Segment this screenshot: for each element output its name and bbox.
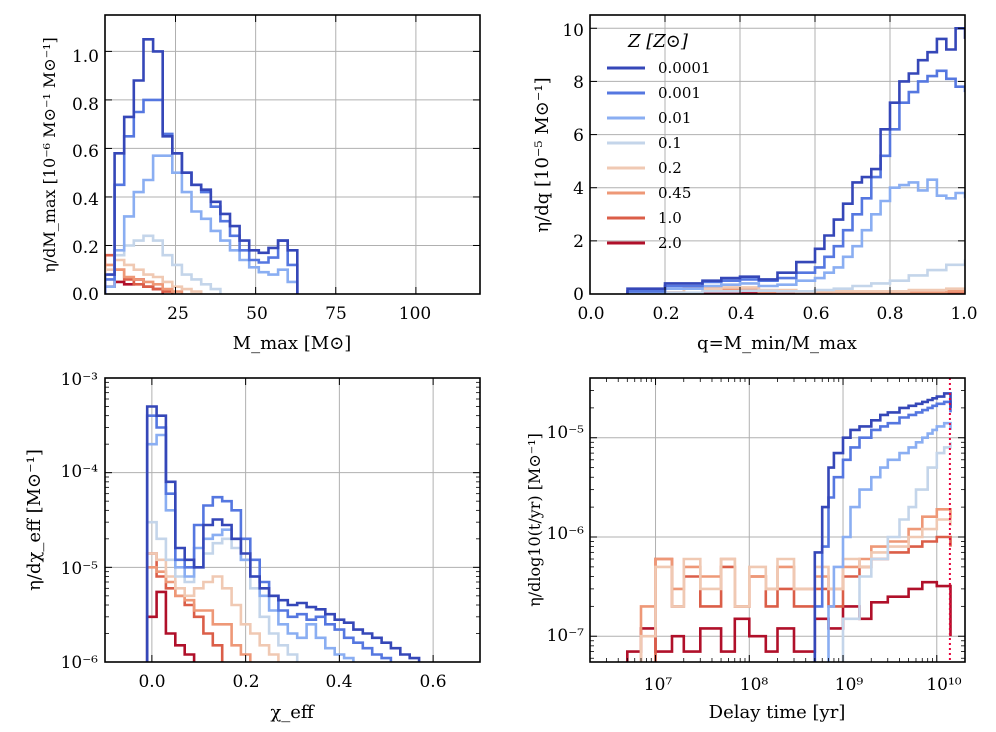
panel-mmax-ytick: 0.6 — [72, 142, 99, 162]
panel-mmax-ytick: 0.8 — [72, 95, 99, 115]
panel-delay-series — [626, 378, 952, 662]
legend-label-1.0: 1.0 — [658, 209, 682, 227]
legend-items: 0.0001 0.001 0.01 0.1 0.2 0.45 1.0 2.0 — [607, 59, 711, 252]
panel-q-series-0.001 — [626, 69, 965, 294]
panel-mmax-series-0.01 — [105, 154, 299, 294]
panel-mmax-xtick: 25 — [167, 304, 189, 324]
panel-mmax-frame — [104, 14, 481, 295]
panel-mmax-ytick: 0.0 — [72, 285, 99, 305]
legend-label-0.1: 0.1 — [658, 134, 682, 152]
panel-delay-ytick: 10⁻⁵ — [547, 423, 585, 443]
panel-chi-ytick: 10⁻⁴ — [61, 462, 99, 482]
panel-delay-series-1.0 — [654, 535, 952, 662]
panel-q-grid — [589, 15, 966, 295]
panel-delay-xtick: 10⁷ — [644, 675, 673, 695]
legend: Z [Z⊙] 0.0001 0.001 0.01 0.1 0.2 0.45 1.0 2.0 — [607, 31, 711, 252]
panel-q-series-0.0001 — [626, 27, 965, 294]
legend-label-0.2: 0.2 — [658, 159, 682, 177]
legend-label-0.01: 0.01 — [658, 109, 691, 127]
panel-delay: 10⁷ 10⁸ 10⁹ 10¹⁰ 10⁻⁷ 10⁻⁶ 10⁻⁵ Delay ti… — [525, 377, 966, 723]
legend-title: Z [Z⊙] — [627, 31, 689, 52]
panel-mmax-ytick: 0.4 — [72, 190, 99, 210]
panel-delay-series-0.0001 — [813, 392, 952, 662]
panel-delay-xtick: 10⁹ — [835, 675, 864, 695]
panel-mmax-ytick: 0.2 — [72, 238, 99, 258]
panel-delay-series-2.0 — [626, 580, 952, 662]
panel-chi-series-0.2 — [145, 552, 280, 662]
panel-q-ytick: 8 — [573, 73, 584, 93]
panel-chi-ytick: 10⁻⁵ — [61, 559, 99, 579]
panel-q-ytick: 4 — [573, 179, 584, 199]
panel-q-xtick: 0.6 — [802, 304, 829, 324]
panel-mmax: 25 50 75 100 0.0 0.2 0.4 0.6 0.8 1.0 M_m… — [40, 14, 481, 354]
panel-mmax-series-0.1 — [105, 234, 222, 294]
panel-chi-ylabel: η/dχ_eff [M⊙⁻¹] — [24, 449, 45, 591]
panel-delay-frame — [589, 377, 966, 663]
panel-delay-ylabel: η/dlog10(t/yr) [M⊙⁻¹] — [525, 433, 544, 607]
panel-delay-xlabel: Delay time [yr] — [709, 702, 846, 723]
panel-chi-ytick: 10⁻³ — [61, 370, 98, 390]
panel-mmax-xtick: 100 — [399, 304, 431, 324]
legend-label-2.0: 2.0 — [658, 234, 682, 252]
panel-mmax-xlabel: M_max [M⊙] — [233, 333, 352, 354]
panel-q-ytick: 10 — [562, 21, 584, 41]
legend-label-0.45: 0.45 — [658, 184, 691, 202]
panel-mmax-ytick: 1.0 — [72, 47, 99, 67]
panel-delay-series-0.1 — [841, 442, 952, 662]
panel-q-ytick: 2 — [573, 232, 584, 252]
panel-chi-series-0.1 — [145, 520, 299, 662]
panel-mmax-xtick: 50 — [246, 304, 268, 324]
panel-delay-series-0.001 — [813, 400, 952, 662]
panel-q-xtick: 0.4 — [727, 304, 754, 324]
panel-delay-ytick: 10⁻⁶ — [547, 524, 585, 544]
panel-chi-series-2.0 — [145, 590, 196, 662]
panel-chi-series — [145, 405, 421, 662]
panel-mmax-series — [105, 38, 299, 294]
legend-label-0.001: 0.001 — [658, 84, 701, 102]
panel-delay-ytick: 10⁻⁷ — [547, 626, 585, 646]
panel-chi-xtick: 0.2 — [232, 672, 259, 692]
legend-label-0.0001: 0.0001 — [658, 59, 711, 77]
panel-mmax-ylabel: η/dM_max [10⁻⁶ M⊙⁻¹ M⊙⁻¹] — [40, 37, 59, 273]
panel-chi: 0.0 0.2 0.4 0.6 10⁻⁶ 10⁻⁵ 10⁻⁴ 10⁻³ χ_ef… — [24, 370, 481, 723]
panel-q-xtick: 0.0 — [577, 304, 604, 324]
panel-q-xlabel: q=M_min/M_max — [697, 333, 857, 354]
panel-delay-series-0.01 — [827, 421, 952, 662]
panel-chi-xtick: 0.4 — [325, 672, 352, 692]
panel-delay-xtick: 10¹⁰ — [926, 675, 961, 695]
panel-chi-ytick: 10⁻⁶ — [61, 653, 99, 673]
panel-delay-series-0.2 — [639, 518, 952, 662]
panel-q-ytick: 0 — [573, 285, 584, 305]
panel-mmax-series-0.0001 — [105, 38, 299, 294]
panel-mmax-series-0.001 — [105, 98, 299, 294]
panel-q-ticks — [589, 15, 966, 295]
panel-q-series-0.01 — [626, 178, 965, 294]
panel-chi-series-0.45 — [145, 566, 252, 662]
panel-q-ytick: 6 — [573, 126, 584, 146]
panel-chi-frame — [104, 377, 481, 663]
panel-q-xtick: 1.0 — [950, 304, 977, 324]
panel-mmax-series-0.2 — [105, 258, 203, 294]
panel-q-xtick: 0.8 — [876, 304, 903, 324]
panel-chi-series-0.0001 — [145, 405, 421, 662]
panel-q: 0.0 0.2 0.4 0.6 0.8 1.0 0 2 4 6 8 10 q=M… — [532, 14, 978, 354]
panel-chi-ticks — [105, 377, 480, 663]
panel-chi-xtick: 0.6 — [419, 672, 446, 692]
panel-chi-grid — [105, 377, 480, 663]
panel-q-ylabel: η/dq [10⁻⁵ M⊙⁻¹] — [532, 77, 553, 232]
panel-chi-xtick: 0.0 — [138, 672, 165, 692]
panel-mmax-xtick: 75 — [325, 304, 347, 324]
panel-delay-xtick: 10⁸ — [740, 675, 769, 695]
panel-q-frame — [589, 14, 966, 295]
panel-chi-xlabel: χ_eff — [270, 702, 315, 723]
panel-q-xtick: 0.2 — [652, 304, 679, 324]
